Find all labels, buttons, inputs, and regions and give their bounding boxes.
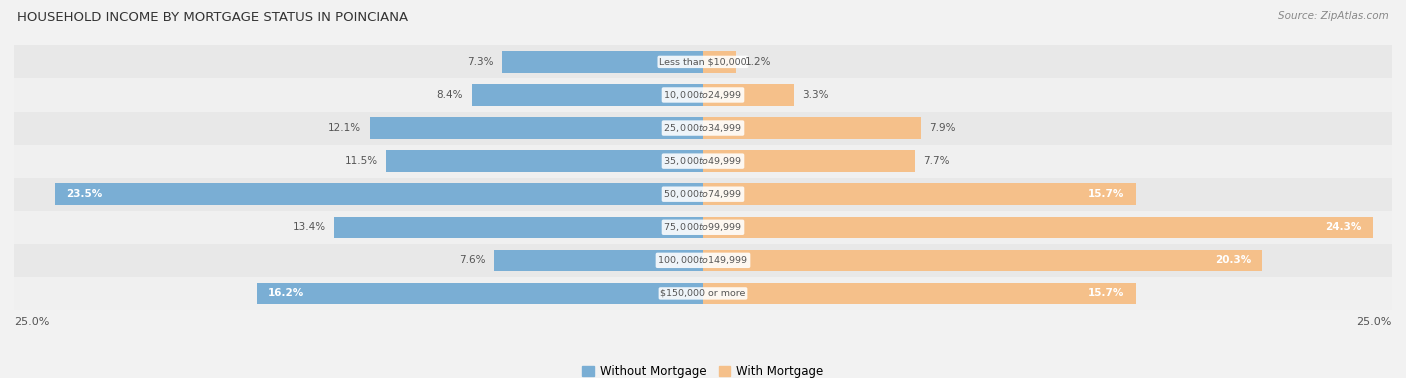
- Legend: Without Mortgage, With Mortgage: Without Mortgage, With Mortgage: [582, 365, 824, 378]
- Text: 25.0%: 25.0%: [14, 317, 49, 327]
- Bar: [14, 277, 1392, 310]
- Text: HOUSEHOLD INCOME BY MORTGAGE STATUS IN POINCIANA: HOUSEHOLD INCOME BY MORTGAGE STATUS IN P…: [17, 11, 408, 24]
- Text: 11.5%: 11.5%: [344, 156, 378, 166]
- Text: 7.6%: 7.6%: [458, 256, 485, 265]
- Text: $150,000 or more: $150,000 or more: [661, 289, 745, 298]
- Text: Source: ZipAtlas.com: Source: ZipAtlas.com: [1278, 11, 1389, 21]
- Bar: [333, 217, 703, 238]
- Bar: [14, 145, 1392, 178]
- Text: 25.0%: 25.0%: [1357, 317, 1392, 327]
- Text: 24.3%: 24.3%: [1326, 222, 1361, 232]
- Text: 16.2%: 16.2%: [267, 288, 304, 298]
- Text: 12.1%: 12.1%: [328, 123, 361, 133]
- Bar: [14, 178, 1392, 211]
- Bar: [703, 249, 1263, 271]
- Bar: [471, 84, 703, 106]
- Bar: [703, 183, 1136, 205]
- Bar: [14, 244, 1392, 277]
- Bar: [502, 51, 703, 73]
- Bar: [387, 150, 703, 172]
- Text: $75,000 to $99,999: $75,000 to $99,999: [664, 221, 742, 233]
- Text: 8.4%: 8.4%: [437, 90, 463, 100]
- Bar: [14, 112, 1392, 145]
- Text: 15.7%: 15.7%: [1088, 288, 1125, 298]
- Bar: [370, 117, 703, 139]
- Bar: [703, 283, 1136, 304]
- Bar: [14, 45, 1392, 79]
- Bar: [14, 211, 1392, 244]
- Bar: [703, 51, 737, 73]
- Text: 20.3%: 20.3%: [1215, 256, 1251, 265]
- Text: $50,000 to $74,999: $50,000 to $74,999: [664, 188, 742, 200]
- Text: 7.3%: 7.3%: [467, 57, 494, 67]
- Text: 1.2%: 1.2%: [744, 57, 770, 67]
- Bar: [494, 249, 703, 271]
- Bar: [256, 283, 703, 304]
- Text: 23.5%: 23.5%: [66, 189, 103, 199]
- Bar: [703, 217, 1372, 238]
- Text: 7.9%: 7.9%: [929, 123, 956, 133]
- Text: Less than $10,000: Less than $10,000: [659, 57, 747, 67]
- Bar: [55, 183, 703, 205]
- Text: $25,000 to $34,999: $25,000 to $34,999: [664, 122, 742, 134]
- Text: 13.4%: 13.4%: [292, 222, 325, 232]
- Bar: [703, 150, 915, 172]
- Text: $10,000 to $24,999: $10,000 to $24,999: [664, 89, 742, 101]
- Text: $100,000 to $149,999: $100,000 to $149,999: [658, 254, 748, 266]
- Text: $35,000 to $49,999: $35,000 to $49,999: [664, 155, 742, 167]
- Bar: [703, 84, 794, 106]
- Text: 7.7%: 7.7%: [924, 156, 950, 166]
- Text: 3.3%: 3.3%: [803, 90, 828, 100]
- Bar: [14, 79, 1392, 112]
- Text: 15.7%: 15.7%: [1088, 189, 1125, 199]
- Bar: [703, 117, 921, 139]
